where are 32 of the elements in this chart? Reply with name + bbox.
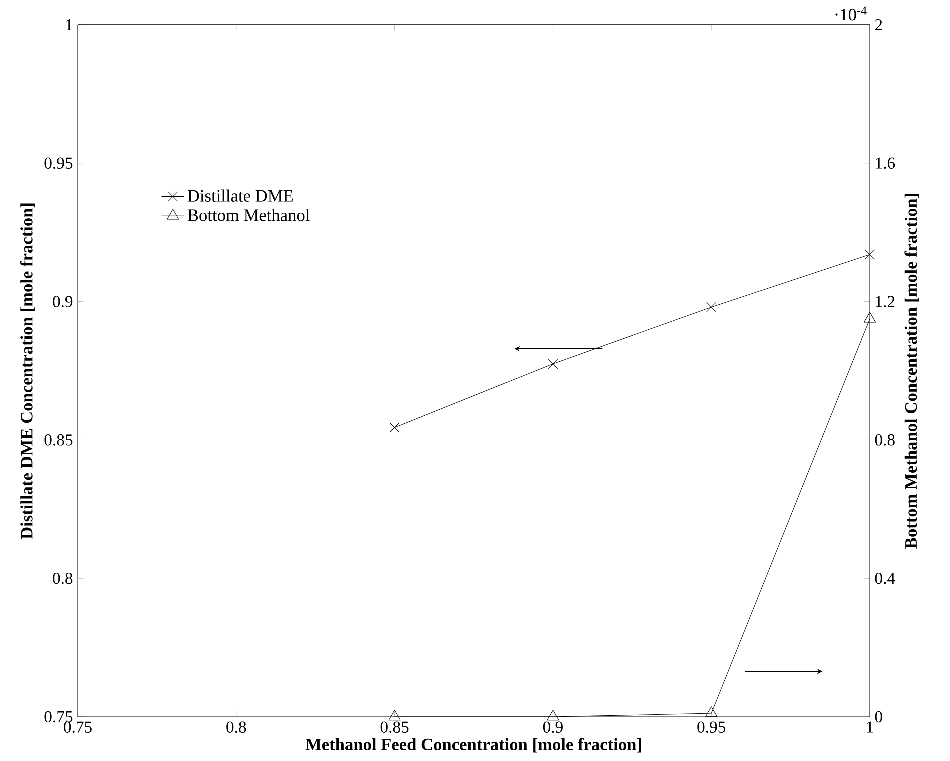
x-tick-label: 1 <box>867 722 874 733</box>
y-tick-label: 0.95 <box>44 158 73 170</box>
point <box>390 422 400 433</box>
x-tick-label: 0.85 <box>380 722 409 734</box>
y2-tick-label: 2 <box>875 19 882 31</box>
point <box>706 706 718 718</box>
point <box>548 359 558 370</box>
y-tick-label: 0.9 <box>53 296 73 308</box>
y2-axis-title: Bottom Methanol Concentration [mole fraction] <box>904 194 920 549</box>
y-tick-label: 0.75 <box>44 711 73 723</box>
y2-tick-label: 0.8 <box>875 434 895 446</box>
point <box>388 710 401 721</box>
y2-tick-label: 1.6 <box>876 158 896 170</box>
legend-label: Bottom Methanol <box>188 209 310 222</box>
point <box>547 710 560 721</box>
x-axis-title: Methanol Feed Concentration [mole fraction] <box>306 738 642 753</box>
y2-tick-label: 0.4 <box>875 572 896 584</box>
y-tick-label: 0.8 <box>53 572 73 584</box>
y-tick-label: 1 <box>66 20 72 30</box>
y2-tick-label: 0 <box>875 711 882 723</box>
x-tick-label: 0.75 <box>64 722 92 734</box>
x-tick-label: 0.95 <box>698 722 726 734</box>
x-tick-label: 0.9 <box>543 722 563 734</box>
point <box>864 312 876 323</box>
point <box>706 302 717 312</box>
x-tick-label: 0.8 <box>226 722 246 734</box>
y-axis-title: Distillate DME Concentration [mole fraction] <box>20 204 35 540</box>
legend-label: Distillate DME <box>188 190 293 202</box>
point <box>865 250 875 260</box>
y2-tick-label: 1.2 <box>876 296 895 308</box>
text: ·10$^{-4}$ <box>836 6 867 21</box>
y-tick-label: 0.85 <box>44 434 73 446</box>
